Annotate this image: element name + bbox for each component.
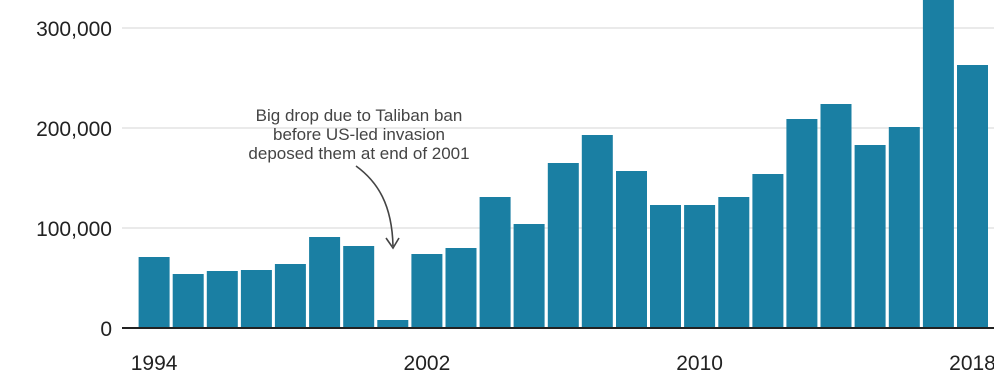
bar-1994 xyxy=(138,257,170,328)
annotation-line-3: deposed them at end of 2001 xyxy=(248,144,469,163)
bar-2007 xyxy=(581,135,613,328)
bar-2014 xyxy=(820,104,852,328)
y-tick-label: 0 xyxy=(100,318,112,341)
y-tick-label: 300,000 xyxy=(36,18,112,41)
bar-1997 xyxy=(240,270,272,328)
annotation-arrow xyxy=(355,165,394,247)
bar-2000 xyxy=(343,246,375,328)
bar-2006 xyxy=(547,163,579,328)
annotation: Big drop due to Taliban ban before US-le… xyxy=(248,106,470,250)
x-tick-label: 2002 xyxy=(404,352,451,370)
bar-2005 xyxy=(513,224,545,328)
annotation-arrowhead xyxy=(385,237,400,250)
bar-1995 xyxy=(172,274,204,328)
x-tick-label: 2010 xyxy=(676,352,723,370)
y-axis-labels: 0 100,000 200,000 300,000 xyxy=(36,18,112,341)
bar-2012 xyxy=(752,174,784,328)
bar-2008 xyxy=(616,171,647,328)
bar-2001 xyxy=(377,320,409,328)
y-tick-label: 100,000 xyxy=(36,218,112,241)
bar-2017 xyxy=(922,0,954,328)
y-tick-label: 200,000 xyxy=(36,118,112,141)
bar-2003 xyxy=(445,248,477,328)
bars xyxy=(138,0,988,328)
annotation-line-1: Big drop due to Taliban ban xyxy=(256,106,463,125)
bar-2010 xyxy=(684,205,716,328)
bar-2015 xyxy=(854,145,886,328)
x-axis-labels: 1994 2002 2010 2018 xyxy=(131,352,994,370)
bar-2009 xyxy=(650,205,681,328)
bar-2002 xyxy=(411,254,443,328)
bar-2004 xyxy=(479,197,511,328)
bar-2011 xyxy=(718,197,750,328)
annotation-line-2: before US-led invasion xyxy=(273,125,445,144)
x-tick-label: 2018 xyxy=(949,352,994,370)
bar-2018 xyxy=(957,65,988,328)
bar-1998 xyxy=(274,264,306,328)
bar-2013 xyxy=(786,119,818,328)
bar-1996 xyxy=(206,271,238,328)
x-tick-label: 1994 xyxy=(131,352,178,370)
bar-1999 xyxy=(309,237,341,328)
bar-2016 xyxy=(888,127,920,328)
